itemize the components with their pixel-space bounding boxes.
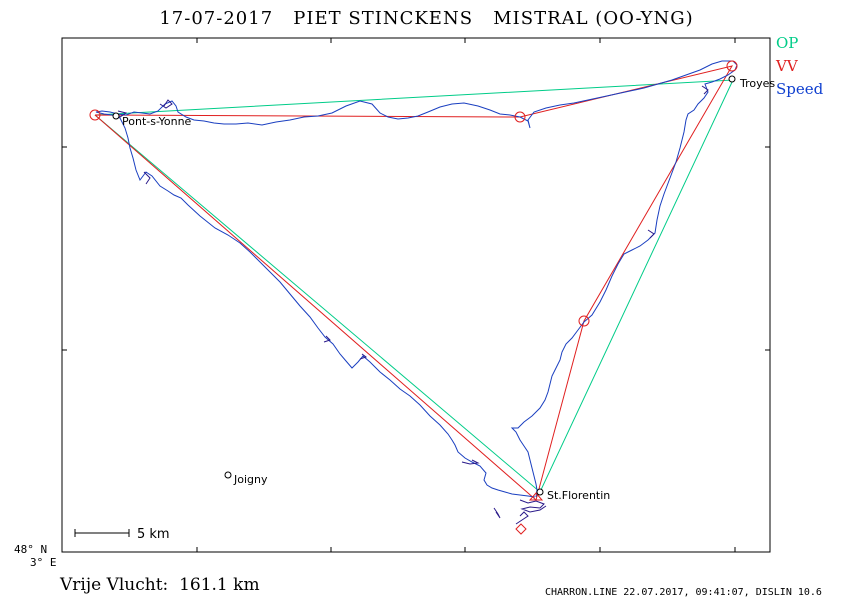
- op-route: [94, 79, 734, 493]
- legend-speed: Speed: [776, 80, 824, 98]
- place-marker-pont: [112, 112, 120, 120]
- place-label-stflorentin: St.Florentin: [547, 489, 610, 502]
- place-markers: [112, 75, 736, 496]
- map-frame: [61, 37, 771, 553]
- longitude-label: 3° E: [30, 556, 57, 569]
- turnpoint-start: [89, 109, 101, 121]
- turnpoint-2: [514, 111, 526, 123]
- finish-triangle: [528, 492, 544, 501]
- turnpoints: [89, 60, 738, 327]
- latitude-label: 48° N: [14, 543, 48, 556]
- flight-track: [95, 60, 738, 498]
- place-marker-stflorentin: [536, 488, 544, 496]
- legend-op: OP: [776, 34, 799, 52]
- vv-route: [94, 65, 734, 501]
- axis-ticks: [62, 38, 770, 552]
- scale-bar-label: 5 km: [137, 527, 170, 542]
- place-marker-troyes: [728, 75, 736, 83]
- place-marker-joigny: [224, 471, 232, 479]
- scale-bar: [74, 529, 130, 537]
- place-label-troyes: Troyes: [739, 77, 775, 90]
- place-label-joigny: Joigny: [233, 473, 268, 486]
- turnpoint-4: [578, 315, 590, 327]
- start-diamond: [515, 523, 527, 535]
- footer-info: CHARRON.LINE 22.07.2017, 09:41:07, DISLI…: [545, 587, 822, 598]
- place-label-pont: Pont-s-Yonne: [122, 115, 192, 128]
- turnpoint-3: [726, 60, 738, 72]
- thermal-clusters: [113, 85, 709, 525]
- page-title: 17-07-2017 PIET STINCKENS MISTRAL (OO-YN…: [159, 8, 694, 29]
- distance-result: Vrije Vlucht: 161.1 km: [60, 575, 260, 595]
- legend-vv: VV: [776, 57, 798, 75]
